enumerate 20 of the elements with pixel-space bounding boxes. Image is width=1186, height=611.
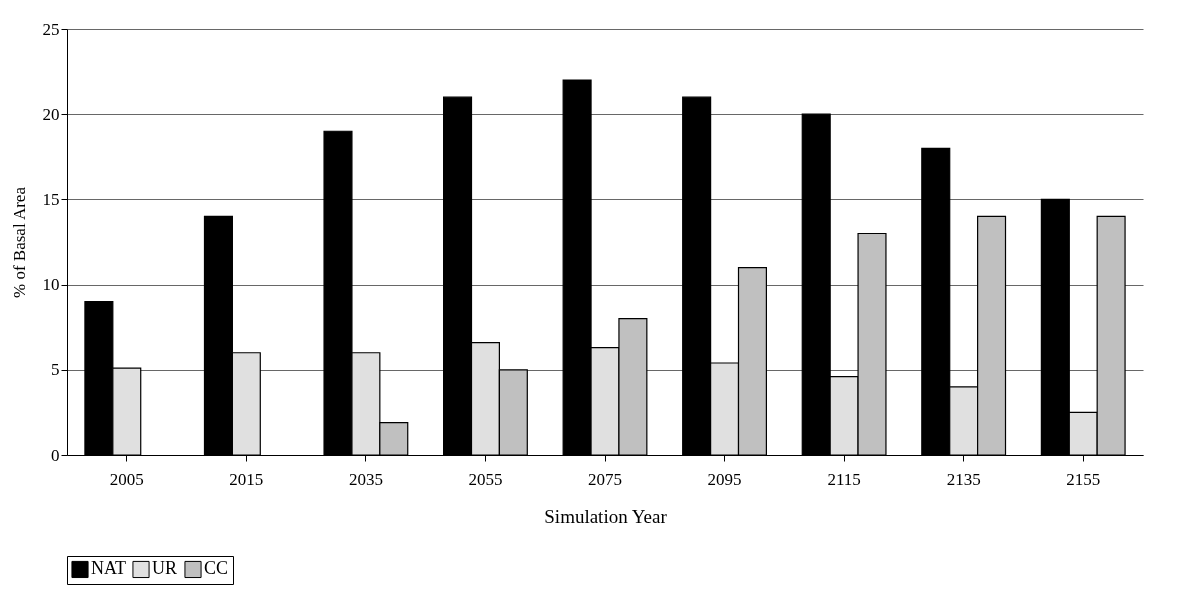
y-tick-label: 20 xyxy=(42,104,60,124)
legend-label: NAT xyxy=(91,558,126,579)
legend-label: UR xyxy=(152,558,178,579)
x-tick-label: 2075 xyxy=(588,469,622,489)
x-tick-label: 2005 xyxy=(109,469,144,489)
x-tick-label: 2095 xyxy=(707,469,742,489)
legend-label: CC xyxy=(204,558,229,579)
x-tick-label: 2035 xyxy=(348,469,383,489)
x-tick-label: 2155 xyxy=(1066,469,1101,489)
y-tick-label: 25 xyxy=(42,19,60,39)
y-axis-title: % of Basal Area xyxy=(9,186,29,298)
y-tick-label: 10 xyxy=(42,275,60,295)
x-tick-label: 2055 xyxy=(468,469,503,489)
x-tick-label: 2115 xyxy=(827,469,861,489)
x-tick-label: 2135 xyxy=(946,469,981,489)
x-axis-title: Simulation Year xyxy=(544,505,668,527)
y-tick-label: 0 xyxy=(51,445,60,465)
x-tick-label: 2015 xyxy=(229,469,264,489)
y-tick-label: 5 xyxy=(51,360,60,380)
y-tick-label: 15 xyxy=(42,189,60,209)
